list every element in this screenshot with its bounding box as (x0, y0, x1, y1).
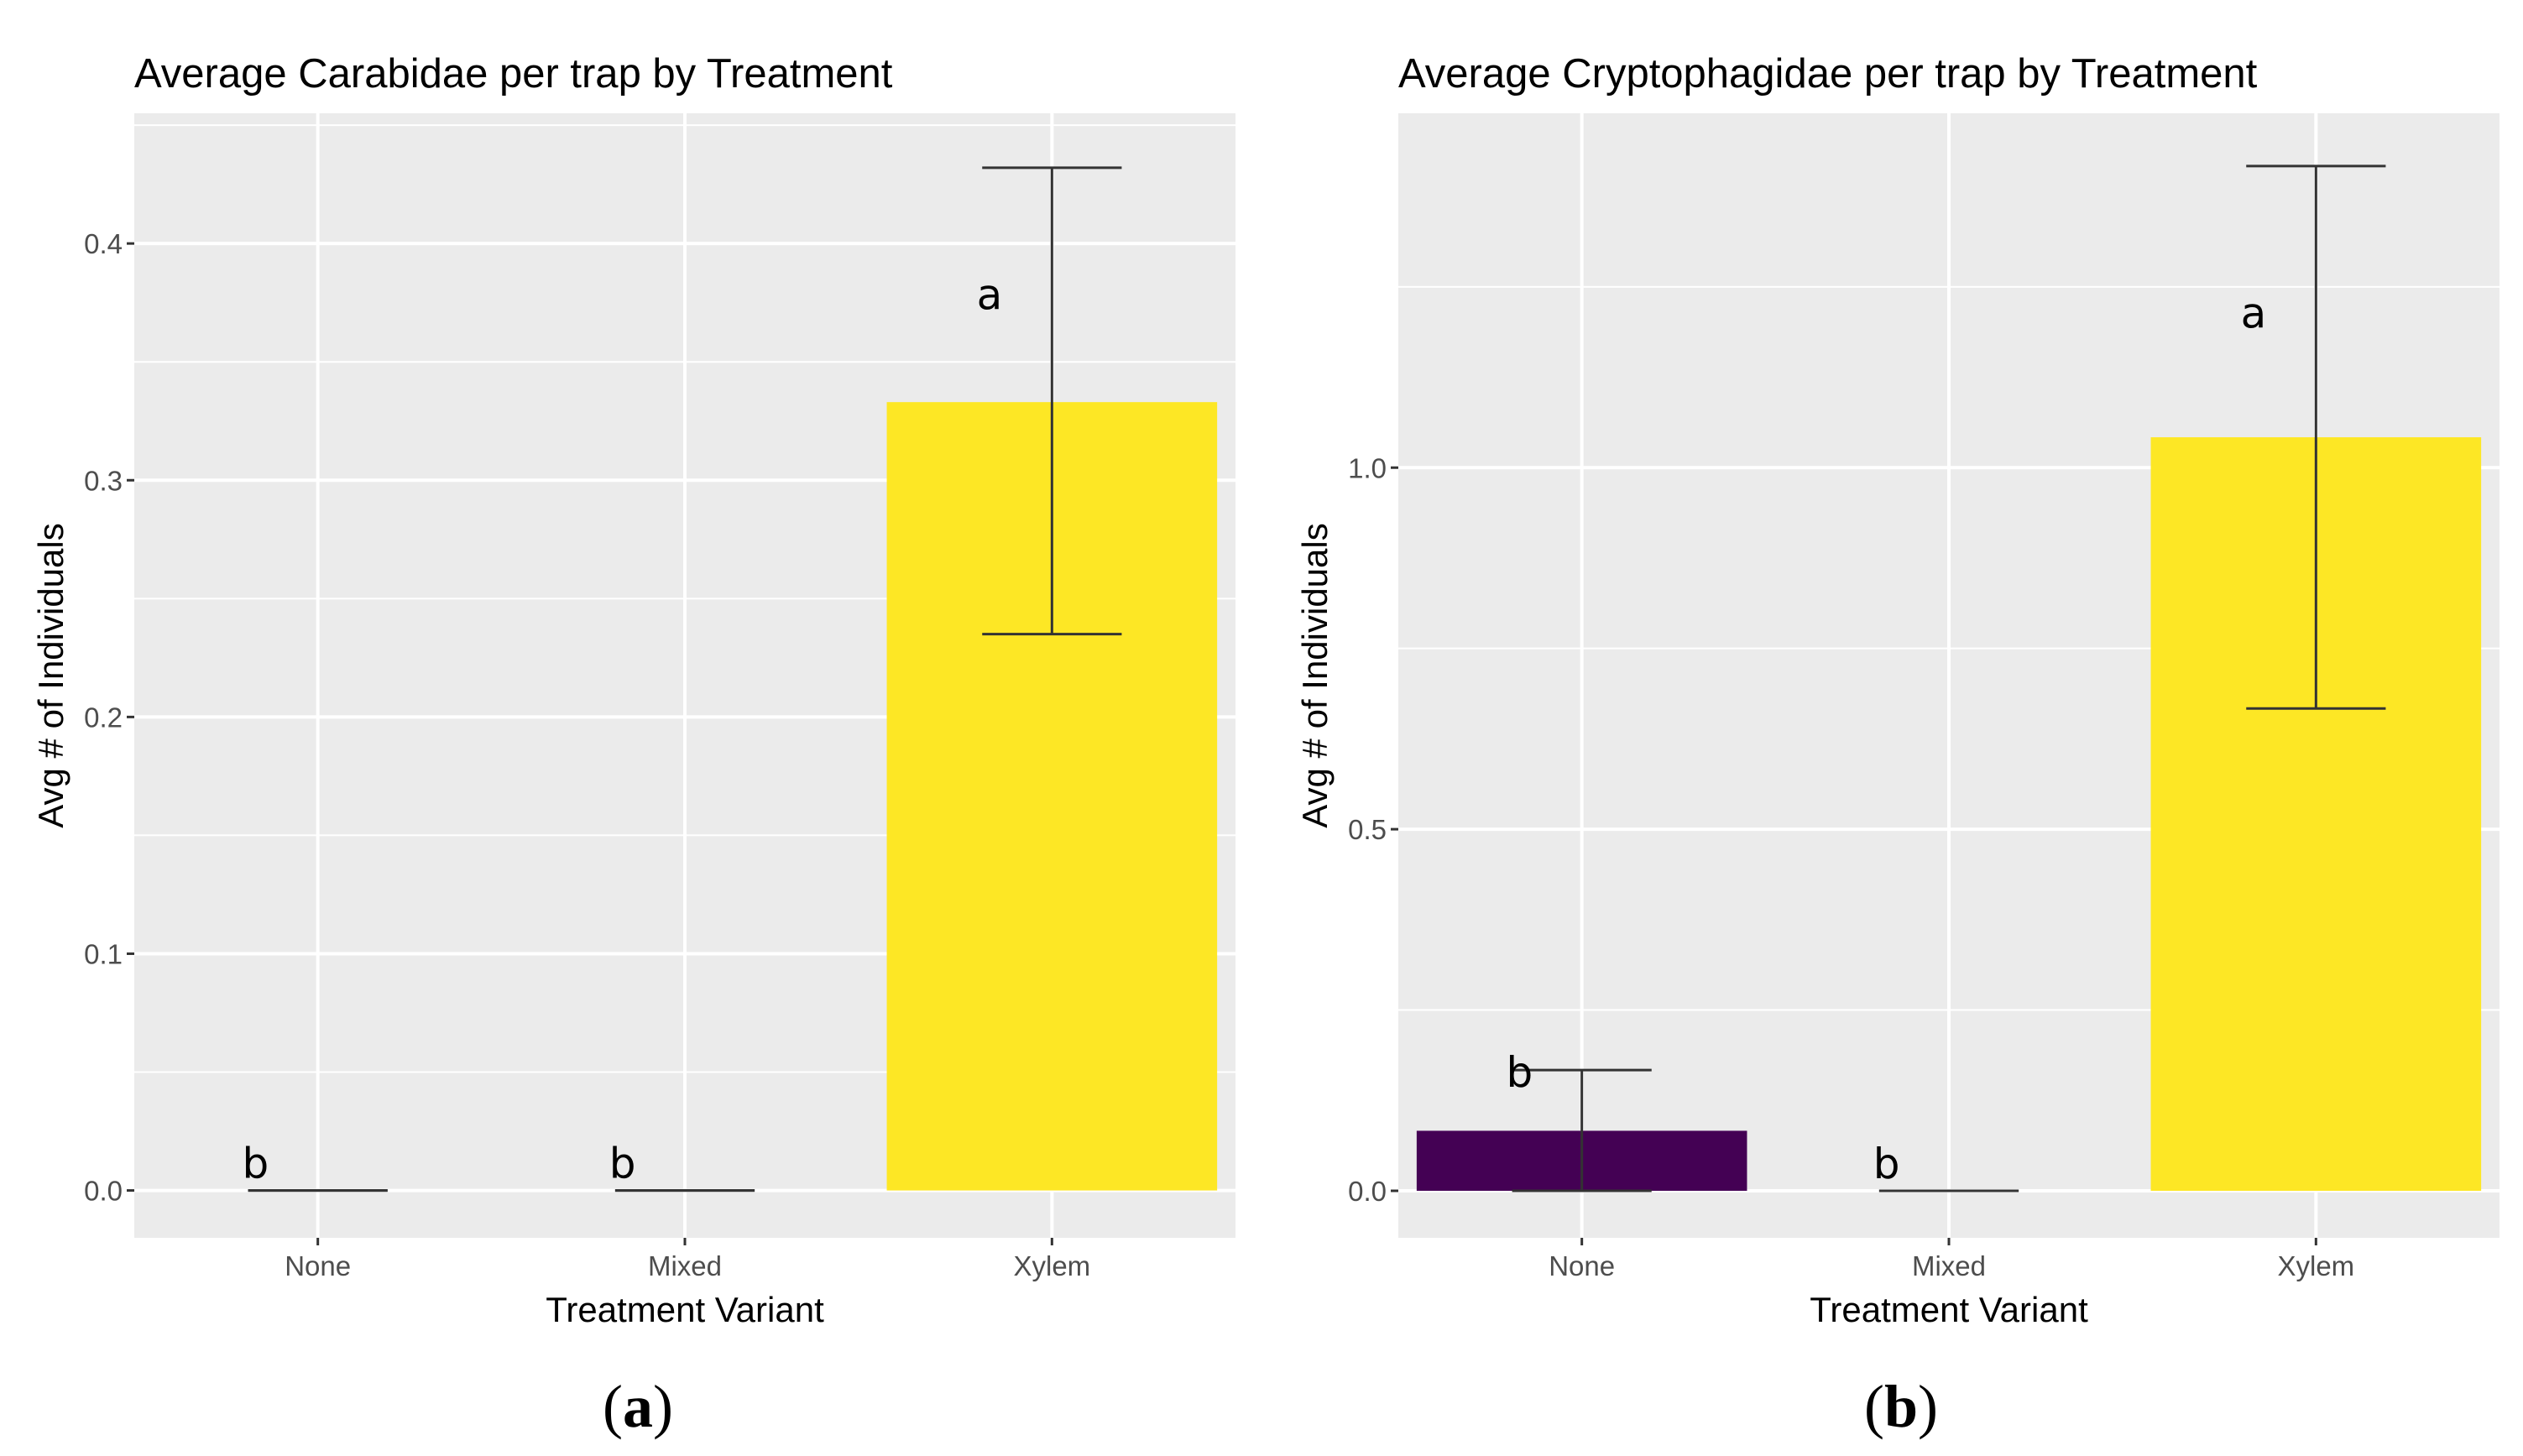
error-bars-b (1512, 164, 2386, 1192)
y-tick-label-a: 0.0 (84, 1176, 123, 1207)
panel-label-open-a: ( (603, 1373, 623, 1440)
chart-title-a: Average Carabidae per trap by Treatment (134, 51, 893, 97)
x-tick-label-a: Xylem (1013, 1250, 1090, 1281)
significance-label-a: a (977, 270, 1003, 319)
x-tick-label-b: Xylem (2277, 1250, 2354, 1281)
y-tick-label-b: 0.0 (1348, 1176, 1387, 1207)
error-bar-b (1512, 1068, 1652, 1192)
x-axis-title-a: Treatment Variant (546, 1290, 824, 1329)
x-tick-label-b: Mixed (1912, 1250, 1986, 1281)
x-tick-label-a: None (285, 1250, 351, 1281)
significance-label-b: a (2241, 290, 2267, 338)
y-tick-label-a: 0.3 (84, 465, 123, 496)
significance-labels-a: b b a (242, 270, 1002, 1187)
y-axis-title-a: Avg # of Individuals (31, 523, 71, 827)
y-tick-label-b: 0.5 (1348, 814, 1387, 845)
significance-label-b: b (1506, 1048, 1533, 1097)
significance-label-b: b (1873, 1140, 1900, 1188)
panel-label-a: (a) (603, 1373, 673, 1440)
x-axis-title-b: Treatment Variant (1810, 1290, 2088, 1329)
y-tick-label-a: 0.1 (84, 938, 123, 969)
y-axis-b: 0.0 0.5 1.0 (1348, 452, 1398, 1207)
error-bars-a (248, 166, 1122, 1192)
panel-a: Average Carabidae per trap by Treatment … (31, 51, 1235, 1440)
panel-label-letter-a: a (623, 1373, 653, 1440)
x-tick-label-a: Mixed (648, 1250, 722, 1281)
y-axis-title-b: Avg # of Individuals (1295, 523, 1335, 827)
significance-labels-b: b b a (1506, 290, 2266, 1188)
panel-b: Average Cryptophagidae per trap by Treat… (1295, 51, 2499, 1440)
panel-label-letter-b: b (1884, 1373, 1918, 1440)
error-bar-b (2246, 164, 2386, 710)
panel-label-close-a: ) (653, 1373, 673, 1440)
significance-label-a: b (242, 1140, 269, 1188)
x-axis-a: None Mixed Xylem (285, 1238, 1090, 1281)
y-axis-a: 0.0 0.1 0.2 0.3 0.4 (84, 228, 134, 1207)
panel-label-close-b: ) (1918, 1373, 1938, 1440)
error-bar-a (982, 166, 1122, 636)
chart-title-b: Average Cryptophagidae per trap by Treat… (1398, 51, 2258, 97)
panel-label-b: (b) (1864, 1373, 1938, 1440)
significance-label-a: b (609, 1140, 636, 1188)
y-tick-label-a: 0.4 (84, 228, 123, 259)
y-tick-label-a: 0.2 (84, 702, 123, 733)
x-axis-b: None Mixed Xylem (1549, 1238, 2354, 1281)
panel-label-open-b: ( (1864, 1373, 1884, 1440)
x-tick-label-b: None (1549, 1250, 1615, 1281)
y-tick-label-b: 1.0 (1348, 452, 1387, 483)
